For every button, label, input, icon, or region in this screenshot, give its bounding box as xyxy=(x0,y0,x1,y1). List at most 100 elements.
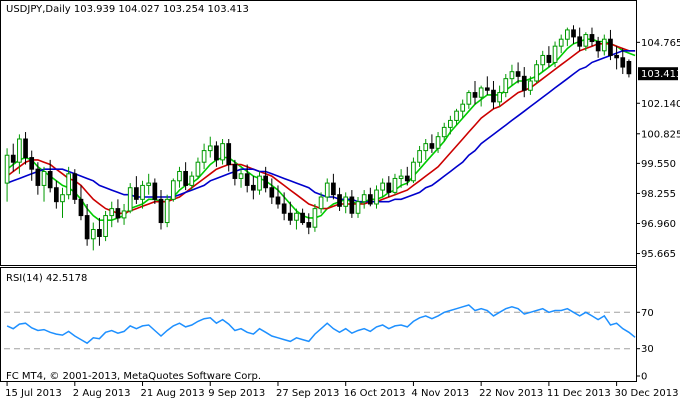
candle-body xyxy=(35,168,41,186)
time-tick-label: 15 Jul 2013 xyxy=(5,388,62,399)
candle xyxy=(220,139,225,165)
candle xyxy=(53,180,59,209)
candle-body xyxy=(528,80,533,91)
candle xyxy=(84,203,90,246)
candle-body xyxy=(281,203,287,214)
candle-body xyxy=(324,182,330,198)
candle xyxy=(441,122,447,142)
candle xyxy=(164,194,170,228)
candle-body xyxy=(626,61,632,75)
candle-body xyxy=(220,143,225,161)
candle-body xyxy=(577,36,583,47)
candle-body xyxy=(583,34,589,47)
candle xyxy=(115,199,121,223)
candle xyxy=(552,41,558,68)
candle-body xyxy=(207,145,213,152)
candle xyxy=(244,164,250,193)
candle xyxy=(565,27,570,47)
candle xyxy=(484,76,490,95)
candle-body xyxy=(411,161,416,182)
price-tick-label: 100.825 xyxy=(641,129,680,140)
candle-body xyxy=(552,45,558,63)
candle-body xyxy=(558,38,564,47)
rsi-line xyxy=(6,304,636,345)
candle-body xyxy=(521,75,527,91)
candle xyxy=(152,178,158,204)
candle-body xyxy=(478,87,484,98)
candle xyxy=(361,190,367,209)
candle xyxy=(411,157,416,184)
candle-body xyxy=(189,175,195,186)
candle xyxy=(324,178,330,202)
candle-body xyxy=(355,201,361,214)
candle xyxy=(109,201,115,228)
candle-body xyxy=(534,64,539,82)
candle-body xyxy=(17,138,22,163)
candle-body xyxy=(257,175,262,191)
time-axis: 15 Jul 2013 2 Aug 2013 21 Aug 2013 9 Sep 20… xyxy=(5,382,678,399)
rsi-panel-frame xyxy=(0,267,637,382)
candle-body xyxy=(448,119,453,128)
candle xyxy=(183,162,188,191)
candle-body xyxy=(170,180,176,200)
candle xyxy=(170,178,176,202)
candle-body xyxy=(78,198,84,217)
ma-mid-line xyxy=(6,42,636,215)
rsi-tick-label: 30 xyxy=(641,344,654,355)
candle-body xyxy=(546,54,552,63)
candle-body xyxy=(115,208,121,219)
candle-body xyxy=(140,184,145,200)
candle xyxy=(29,150,35,181)
candle xyxy=(146,173,152,195)
candle-body xyxy=(158,198,164,224)
candle xyxy=(454,108,459,126)
candle xyxy=(232,159,238,186)
candle xyxy=(589,27,595,47)
candle xyxy=(497,85,502,107)
time-tick-label: 30 Dec 2013 xyxy=(615,388,679,399)
candle xyxy=(466,90,472,109)
candle xyxy=(349,190,355,218)
candle-body xyxy=(47,170,53,189)
candle xyxy=(491,80,496,109)
candle-body xyxy=(392,177,398,193)
candle-body xyxy=(90,229,96,240)
candle xyxy=(140,180,145,209)
candle xyxy=(4,148,10,202)
candle-body xyxy=(484,87,490,91)
candle-body xyxy=(183,170,188,186)
candle xyxy=(392,173,398,195)
candle-body xyxy=(312,208,318,228)
price-tick-label: 99.550 xyxy=(641,159,676,170)
candle-body xyxy=(201,150,207,163)
candle-body xyxy=(251,184,256,191)
rsi-tick-label: 70 xyxy=(641,308,654,319)
candle xyxy=(226,139,232,172)
candle-body xyxy=(601,38,607,52)
candle-body xyxy=(423,143,429,152)
candle-body xyxy=(84,215,90,240)
price-axis: 104.765 102.140 100.825 99.550 98.255 96.960 9… xyxy=(636,38,680,260)
candle xyxy=(521,67,527,98)
candle xyxy=(583,32,589,51)
time-tick-label: 2 Aug 2013 xyxy=(73,388,131,399)
candle-body xyxy=(306,222,312,228)
candle xyxy=(577,27,583,51)
candle-body xyxy=(380,182,385,191)
chart-header: USDJPY,Daily 103.939 104.027 103.254 103… xyxy=(6,4,249,15)
candle xyxy=(386,176,392,198)
candle xyxy=(448,115,453,135)
candle-body xyxy=(121,210,127,219)
candle xyxy=(90,222,96,251)
candle xyxy=(251,176,256,200)
candle xyxy=(503,74,509,98)
time-tick-label: 4 Nov 2013 xyxy=(411,388,469,399)
candle-body xyxy=(60,194,65,203)
time-tick-label: 16 Oct 2013 xyxy=(344,388,406,399)
candle xyxy=(404,166,410,186)
copyright-text: FC MT4, © 2001-2013, MetaQuotes Software… xyxy=(6,371,261,382)
candle xyxy=(35,162,41,195)
candle xyxy=(97,217,102,246)
